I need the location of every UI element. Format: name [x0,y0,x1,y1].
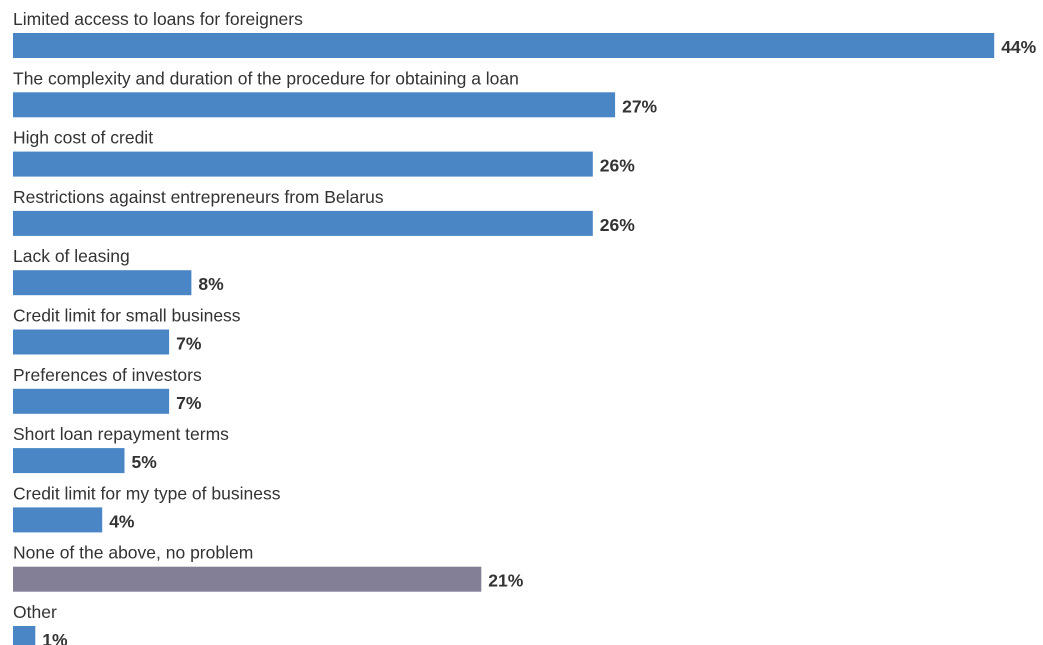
category-label: None of the above, no problem [13,543,253,563]
value-label: 5% [132,452,158,472]
value-label: 7% [176,393,202,413]
bar [13,448,125,474]
category-label: Preferences of investors [13,365,202,385]
bar [13,270,192,296]
value-label: 44% [1001,37,1036,57]
bar-row: Lack of leasing 8% [13,246,224,296]
value-label: 7% [176,334,202,354]
category-label: Short loan repayment terms [13,424,229,444]
bar [13,92,616,118]
bar-row: Credit limit for small business 7% [13,306,241,355]
bar-row: Restrictions against entrepreneurs from … [13,187,635,236]
value-label: 27% [622,96,657,116]
bar-row: Other 1% [13,602,68,645]
bar-row: None of the above, no problem 21% [13,543,524,592]
value-label: 8% [198,274,224,294]
category-label: Credit limit for my type of business [13,483,281,503]
value-label: 21% [488,571,523,591]
category-label: High cost of credit [13,128,153,148]
bar [13,626,36,645]
bar [13,329,170,355]
bar-row: The complexity and duration of the proce… [13,68,658,118]
bar [13,33,995,58]
category-label: Other [13,602,57,622]
category-label: Limited access to loans for foreigners [13,9,303,29]
bar-row: Short loan repayment terms 5% [13,424,229,474]
value-label: 26% [600,215,635,235]
value-label: 26% [600,156,635,176]
category-label: The complexity and duration of the proce… [13,68,519,88]
bars-layer: Limited access to loans for foreigners 44… [13,9,1037,645]
category-label: Restrictions against entrepreneurs from … [13,187,384,207]
bar [13,566,482,592]
bar-row: High cost of credit 26% [13,128,635,177]
bar-row: Credit limit for my type of business 4% [13,483,281,533]
bar [13,210,593,236]
bar [13,388,170,414]
bar [13,507,103,533]
value-label: 1% [42,630,68,645]
bar-row: Preferences of investors 7% [13,365,202,414]
bar-row: Limited access to loans for foreigners 44… [13,9,1037,58]
bar [13,151,593,177]
value-label: 4% [109,511,135,531]
category-label: Credit limit for small business [13,306,241,326]
category-label: Lack of leasing [13,246,130,266]
